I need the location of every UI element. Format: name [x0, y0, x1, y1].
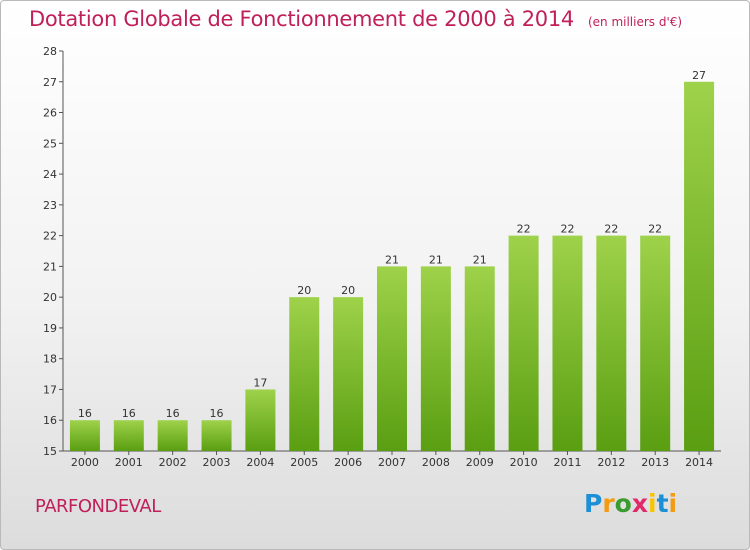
logo-letter: i	[648, 489, 657, 518]
bar	[289, 297, 320, 451]
y-tick-label: 15	[43, 445, 57, 458]
logo-letter: r	[602, 489, 615, 518]
x-tick-label: 2005	[290, 456, 318, 469]
bar-value-label: 22	[560, 223, 574, 236]
bar-value-label: 16	[166, 407, 180, 420]
x-tick-label: 2002	[159, 456, 187, 469]
commune-name: PARFONDEVAL	[35, 496, 161, 517]
logo-letter: o	[614, 489, 632, 518]
y-tick-label: 19	[43, 322, 57, 335]
y-tick-label: 24	[43, 168, 57, 181]
bar-value-label: 22	[517, 223, 531, 236]
x-tick-label: 2012	[597, 456, 625, 469]
x-tick-label: 2010	[510, 456, 538, 469]
bar	[508, 235, 539, 451]
bar	[640, 235, 671, 451]
y-tick-label: 25	[43, 137, 57, 150]
bar-value-label: 16	[122, 407, 136, 420]
bar	[157, 420, 188, 451]
bar	[69, 420, 100, 451]
x-tick-label: 2004	[246, 456, 274, 469]
title-text: Dotation Globale de Fonctionnement de 20…	[29, 7, 574, 31]
bar	[684, 81, 715, 452]
logo-letter: t	[656, 489, 669, 518]
x-tick-label: 2003	[203, 456, 231, 469]
bar	[333, 297, 364, 451]
bar	[377, 266, 407, 451]
bar-value-label: 17	[253, 376, 267, 389]
x-tick-label: 2000	[71, 456, 99, 469]
x-tick-label: 2006	[334, 456, 362, 469]
x-tick-label: 2011	[553, 456, 581, 469]
logo-letter: x	[631, 489, 648, 518]
y-tick-label: 23	[43, 199, 57, 212]
bar	[552, 235, 583, 451]
y-tick-label: 22	[43, 230, 57, 243]
bar-value-label: 27	[692, 69, 706, 82]
bar-value-label: 16	[210, 407, 224, 420]
bar	[113, 420, 144, 451]
x-tick-label: 2007	[378, 456, 406, 469]
bar-value-label: 16	[78, 407, 92, 420]
x-tick-label: 2001	[115, 456, 143, 469]
proxiti-logo: Proxiti	[584, 489, 677, 518]
bar-value-label: 20	[297, 284, 311, 297]
y-tick-label: 26	[43, 107, 57, 120]
y-tick-label: 18	[43, 353, 57, 366]
bar-value-label: 21	[429, 253, 443, 266]
bar	[245, 389, 276, 451]
bar	[420, 266, 451, 451]
x-tick-label: 2008	[422, 456, 450, 469]
y-tick-label: 17	[43, 383, 57, 396]
y-tick-label: 20	[43, 291, 57, 304]
y-tick-label: 28	[43, 45, 57, 58]
logo-letter: P	[584, 489, 603, 518]
x-tick-label: 2013	[641, 456, 669, 469]
bar	[596, 235, 627, 451]
logo-letter: i	[668, 489, 678, 518]
bar-value-label: 22	[604, 223, 618, 236]
bar-value-label: 20	[341, 284, 355, 297]
x-tick-label: 2014	[685, 456, 713, 469]
bar	[464, 266, 495, 451]
y-tick-label: 16	[43, 414, 57, 427]
bar	[201, 420, 232, 451]
x-tick-label: 2009	[466, 456, 494, 469]
chart-title: Dotation Globale de Fonctionnement de 20…	[29, 7, 682, 31]
y-tick-label: 21	[43, 260, 57, 273]
bar-value-label: 22	[648, 223, 662, 236]
bar-value-label: 21	[473, 253, 487, 266]
title-unit: (en milliers d'€)	[587, 15, 683, 29]
bar-value-label: 21	[385, 253, 399, 266]
y-tick-label: 27	[43, 76, 57, 89]
